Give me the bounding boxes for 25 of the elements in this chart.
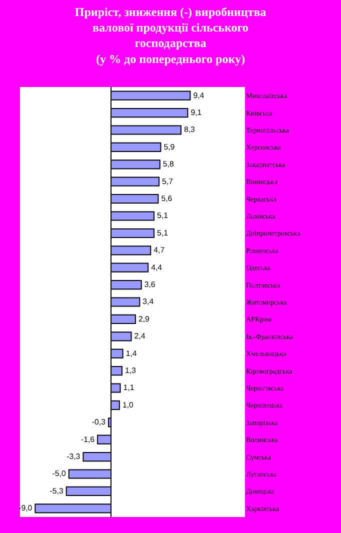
data-label: 5,7	[162, 176, 173, 186]
data-label: 9,4	[193, 90, 205, 100]
data-label: 2,9	[138, 314, 150, 324]
data-label: 5,9	[164, 142, 175, 152]
data-label: 1,4	[126, 348, 138, 358]
data-label: 4,7	[154, 246, 165, 255]
data-label: 5,8	[162, 160, 174, 169]
data-label: 3,4	[142, 297, 154, 306]
data-label: -5,3	[50, 486, 64, 496]
data-label: 3,6	[144, 280, 156, 289]
data-label: 2,4	[134, 332, 146, 341]
data-label: 9,1	[190, 108, 202, 117]
data-label: 1,3	[124, 366, 137, 375]
data-label: 8,3	[184, 125, 196, 134]
data-label: 1,0	[122, 400, 134, 410]
data-label: 5,1	[156, 211, 168, 220]
data-label: -1,6	[80, 434, 96, 444]
data-label: 5,1	[156, 228, 168, 238]
data-label: -3,3	[66, 452, 81, 461]
data-label: 5,6	[161, 194, 173, 203]
data-label: -0,3	[92, 418, 106, 427]
data-label: -5,0	[52, 469, 66, 478]
data-label: 1,1	[123, 383, 134, 392]
chart-title: Приріст, зниження (-) виробництва валової продукції сільського господарства (у % до попереднього року)	[74, 4, 266, 66]
data-label: 4,4	[151, 262, 163, 272]
